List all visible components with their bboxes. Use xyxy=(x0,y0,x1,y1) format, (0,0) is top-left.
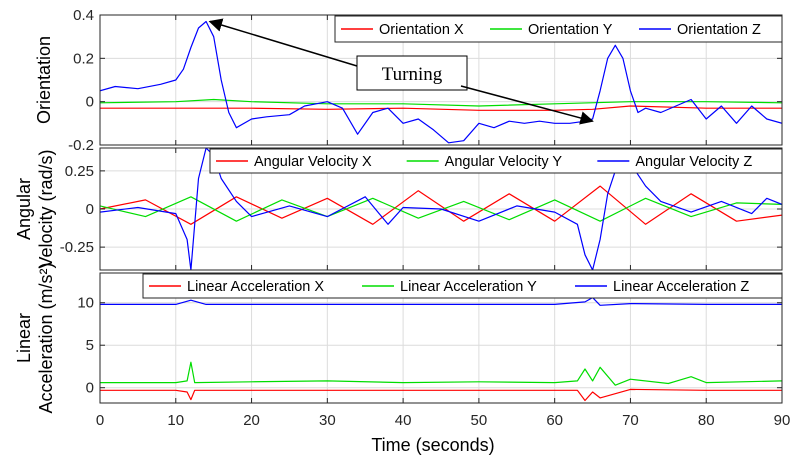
series-line-0-1 xyxy=(100,98,782,107)
series-line-2-1 xyxy=(100,361,782,386)
y-axis-label-0: Orientation xyxy=(34,36,54,124)
series-line-1-0 xyxy=(100,185,782,225)
x-tick-label-9: 90 xyxy=(774,412,791,429)
x-tick-label-7: 70 xyxy=(622,412,639,429)
y-tick-label-1-0: -0.25 xyxy=(60,239,94,256)
series-group-1 xyxy=(100,148,782,270)
x-tick-label-6: 60 xyxy=(546,412,563,429)
y-tick-label-2-2: 10 xyxy=(77,295,94,312)
axes-frame-0 xyxy=(99,14,783,146)
y-axis-label-line-2-0: Linear xyxy=(14,313,34,363)
x-tick-label-0: 0 xyxy=(96,412,104,429)
axes-frame-2 xyxy=(99,272,783,404)
series-line-1-1 xyxy=(100,196,782,222)
legend-entry-1-0: Angular Velocity X xyxy=(254,154,372,170)
y-tick-label-0-2: 0.2 xyxy=(73,50,94,67)
legend-box-0 xyxy=(334,15,783,43)
legend-entry-1-1: Angular Velocity Y xyxy=(445,154,563,170)
y-tick-label-0-3: 0.4 xyxy=(73,7,94,24)
legend-box-2 xyxy=(142,273,783,299)
legend-2: Linear Acceleration X Linear Acceleration… xyxy=(142,273,783,299)
x-tick-label-3: 30 xyxy=(319,412,336,429)
y-tick-label-1-2: 0.25 xyxy=(65,163,94,180)
y-axis-label-line-1-0: Angular xyxy=(14,178,34,240)
x-tick-label-4: 40 xyxy=(395,412,412,429)
annotation-label: Turning xyxy=(382,64,443,85)
series-line-0-0 xyxy=(100,105,782,111)
y-tick-label-2-0: 0 xyxy=(86,380,94,397)
y-tick-label-0-1: 0 xyxy=(86,94,94,111)
y-axis-label-line-0-0: Orientation xyxy=(34,36,54,124)
y-tick-label-0-0: -0.2 xyxy=(68,137,94,154)
y-tick-label-1-1: 0 xyxy=(86,201,94,218)
legend-1: Angular Velocity X Angular Velocity Y Angu… xyxy=(209,148,783,174)
y-axis-label-line-2-1: Acceleration (m/s²) xyxy=(36,262,56,413)
legend-entry-0-0: Orientation X xyxy=(379,22,464,38)
x-tick-label-2: 20 xyxy=(243,412,260,429)
legend-entry-1-2: Angular Velocity Z xyxy=(635,154,752,170)
series-line-2-2 xyxy=(100,297,782,306)
legend-entry-2-1: Linear Acceleration Y xyxy=(400,279,537,295)
y-axis-label-line-1-1: Velocity (rad/s) xyxy=(36,149,56,268)
legend-entry-0-2: Orientation Z xyxy=(677,22,761,38)
series-group-2 xyxy=(100,297,782,402)
annotation-turning: Turning xyxy=(208,18,594,125)
y-axis-label-2: Linear Acceleration (m/s²) xyxy=(14,262,56,413)
x-tick-label-8: 80 xyxy=(698,412,715,429)
series-line-2-0 xyxy=(100,388,782,402)
legend-entry-2-0: Linear Acceleration X xyxy=(187,279,324,295)
annotation-arrow-0 xyxy=(208,18,358,67)
annotation-box xyxy=(356,55,468,91)
y-tick-label-2-1: 5 xyxy=(86,337,94,354)
legend-box-1 xyxy=(209,148,783,174)
x-axis-label: Time (seconds) xyxy=(371,435,494,455)
annotation-arrow-1 xyxy=(460,85,594,125)
series-line-1-2 xyxy=(100,148,782,270)
legend-0: Orientation X Orientation Y Orientation Z xyxy=(334,15,783,43)
x-tick-label-1: 10 xyxy=(167,412,184,429)
y-axis-label-1: Angular Velocity (rad/s) xyxy=(14,149,56,268)
legend-entry-0-1: Orientation Y xyxy=(528,22,613,38)
x-tick-label-5: 50 xyxy=(471,412,488,429)
legend-entry-2-2: Linear Acceleration Z xyxy=(613,279,749,295)
